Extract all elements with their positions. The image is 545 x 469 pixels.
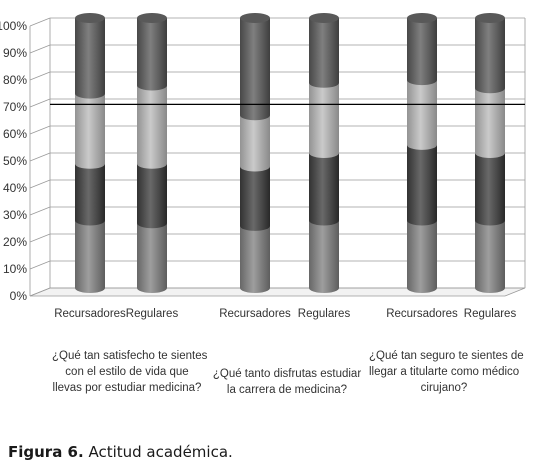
- bar-category-label: Regulares: [126, 308, 179, 320]
- y-tick-label: 90%: [3, 46, 27, 60]
- bar-segment: [407, 220, 437, 293]
- bar-segment: [309, 220, 339, 293]
- bar-category-label: Recursadores: [219, 308, 291, 320]
- y-tick-label: 100%: [0, 19, 27, 33]
- bar-segment: [407, 144, 437, 226]
- caption-text: Actitud académica.: [83, 443, 233, 461]
- gridline-side: [29, 44, 51, 54]
- question-3-line-2: llegar a titularte como médico: [369, 366, 520, 378]
- bar-top-cap: [137, 13, 167, 23]
- bar-segment: [240, 18, 270, 121]
- question-2-line-2: la carrera de medicina?: [226, 384, 348, 396]
- y-tick-label: 20%: [3, 235, 27, 249]
- question-1-line-2: con el estilo de vida que: [65, 366, 189, 378]
- bar-segment: [309, 153, 339, 226]
- bar-segment: [137, 163, 167, 229]
- y-tick-label: 30%: [3, 208, 27, 222]
- bar-category-label: Regulares: [464, 308, 517, 320]
- bar-top-cap: [240, 13, 270, 23]
- gridline-side: [29, 152, 51, 162]
- y-tick-label: 60%: [3, 127, 27, 141]
- bar-segment: [240, 166, 270, 231]
- bar-segment: [137, 18, 167, 91]
- question-2: ¿Qué tanto disfrutas estudiar la carrera…: [212, 366, 362, 398]
- caption-prefix: Figura 6.: [8, 443, 84, 461]
- bar-segment: [75, 163, 105, 226]
- bar-segment: [75, 93, 105, 169]
- question-1: ¿Qué tan satisfecho te sientes con el es…: [52, 348, 208, 396]
- y-tick-label: 70%: [3, 100, 27, 114]
- bar-category-label: Regulares: [298, 308, 351, 320]
- y-tick-label: 40%: [3, 181, 27, 195]
- bar-category-label: Recursadores: [386, 308, 458, 320]
- question-3-line-1: ¿Qué tan seguro te sientes de: [369, 350, 524, 362]
- question-1-line-3: llevas por estudiar medicina?: [52, 382, 202, 394]
- bar-segment: [75, 18, 105, 99]
- bar-segment: [240, 225, 270, 293]
- gridline-side: [29, 206, 51, 216]
- question-3-line-3: cirujano?: [420, 382, 468, 394]
- bar-top-cap: [75, 13, 105, 23]
- bar-segment: [475, 88, 505, 158]
- bar-segment: [309, 18, 339, 88]
- gridline-side: [29, 98, 51, 108]
- bar-segment: [240, 115, 270, 172]
- bar-segment: [309, 82, 339, 158]
- gridline-side: [29, 125, 51, 135]
- stacked-bar-chart: 0% 10% 20% 30% 40% 50% 60% 70% 80% 90% 100% Recursa…: [0, 13, 526, 320]
- bar-segment: [407, 80, 437, 150]
- question-3: ¿Qué tan seguro te sientes de llegar a t…: [369, 348, 524, 396]
- bar-segment: [475, 153, 505, 226]
- y-tick-label: 50%: [3, 154, 27, 168]
- gridline-side: [29, 287, 51, 297]
- y-tick-label: 0%: [10, 289, 28, 303]
- question-2-line-1: ¿Qué tanto disfrutas estudiar: [212, 368, 362, 380]
- bar-category-label: Recursadores: [54, 308, 126, 320]
- gridline-side: [29, 233, 51, 243]
- bar-segment: [137, 223, 167, 293]
- bar-segment: [475, 220, 505, 293]
- bar-segment: [75, 220, 105, 293]
- bar-top-cap: [407, 13, 437, 23]
- bar-top-cap: [309, 13, 339, 23]
- gridline-side: [29, 71, 51, 81]
- gridline-side: [29, 260, 51, 270]
- bar-segment: [137, 85, 167, 169]
- y-tick-label: 80%: [3, 73, 27, 87]
- question-1-line-1: ¿Qué tan satisfecho te sientes: [52, 350, 208, 362]
- figure-caption: Figura 6. Actitud académica.: [8, 443, 233, 461]
- bar-segment: [407, 18, 437, 86]
- bar-segment: [475, 18, 505, 94]
- bar-top-cap: [475, 13, 505, 23]
- y-tick-label: 10%: [3, 262, 27, 276]
- gridline-side: [29, 17, 51, 27]
- gridline-side: [29, 179, 51, 189]
